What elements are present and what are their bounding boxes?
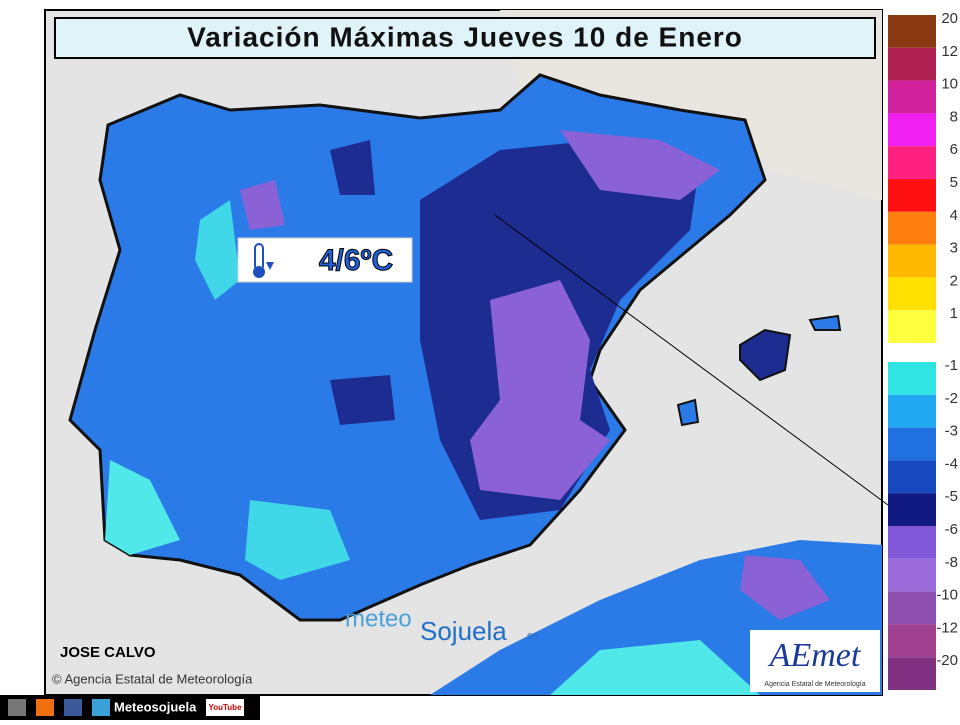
purple-area	[470, 280, 610, 500]
purple-area	[740, 555, 830, 620]
legend-swatch	[888, 244, 936, 278]
island	[739, 328, 792, 382]
legend-swatch	[888, 427, 936, 461]
purple-area	[560, 130, 720, 200]
legend-swatch	[888, 179, 936, 212]
legend-label: 6	[950, 141, 958, 158]
youtube-icon[interactable]	[206, 699, 244, 716]
annotation-box	[237, 237, 413, 283]
legend-swatch	[888, 47, 936, 81]
legend-swatch	[888, 558, 936, 592]
legend-label: 3	[950, 240, 958, 257]
legend-label: -3	[945, 423, 958, 440]
icon[interactable]	[36, 699, 54, 716]
legend-label: -20	[936, 652, 958, 669]
logo-subtitle: Agencia Estatal de Meteorología	[764, 681, 865, 688]
dark-area	[330, 140, 375, 195]
legend-label: 4	[950, 207, 958, 224]
logo-box	[750, 630, 880, 692]
legend-label: -6	[945, 521, 958, 538]
legend-swatch	[888, 624, 936, 658]
legend-swatch	[888, 362, 936, 395]
title-box	[54, 17, 876, 59]
legend-swatch	[888, 80, 936, 114]
purple-area	[240, 180, 285, 230]
pointer-line	[494, 214, 889, 506]
legend-label: 5	[950, 174, 958, 191]
legend-swatch	[888, 146, 936, 179]
island	[676, 398, 700, 427]
legend-swatch	[888, 277, 936, 311]
logo: AEmet	[768, 637, 862, 674]
legend-swatch	[888, 591, 936, 625]
title: Variación Máximas Jueves 10 de Enero	[187, 21, 743, 52]
dark-area	[330, 375, 395, 425]
legend-label: -5	[945, 488, 958, 505]
brand: meteo	[345, 605, 412, 632]
legend-swatch	[888, 394, 936, 428]
legend-label: 8	[950, 108, 958, 125]
footer-label[interactable]: Meteosojuela	[114, 699, 197, 714]
cyan-area	[105, 460, 180, 555]
legend-swatch	[888, 310, 936, 343]
legend-label: 12	[941, 43, 958, 60]
legend-label: -2	[945, 390, 958, 407]
legend-label: 1	[950, 305, 958, 322]
legend-swatch	[888, 460, 936, 494]
thermometer-icon	[253, 266, 265, 278]
island	[808, 314, 842, 331]
legend: 20 12 10 8 6 5 4 3 2 1 -1 -2 -3 -4 -5 -6 -8 -10 -12 -20	[888, 10, 958, 690]
arrow-icon	[266, 262, 274, 270]
legend-swatch	[888, 493, 936, 526]
annotation: 4/6ºC	[319, 244, 393, 277]
legend-label: -8	[945, 554, 958, 571]
legend-swatch	[888, 113, 936, 147]
cyan-area	[550, 640, 760, 695]
legend-label: 2	[950, 272, 958, 289]
legend-label: 10	[941, 76, 958, 93]
legend-label: -4	[945, 455, 958, 472]
legend-label: -12	[936, 619, 958, 636]
legend-swatch	[888, 211, 936, 245]
author: JOSE CALVO	[60, 644, 156, 661]
youtube-label[interactable]: YouTube	[208, 703, 242, 712]
credit: © Agencia Estatal de Meteorología	[52, 671, 253, 686]
brand: .es	[524, 630, 539, 642]
icon[interactable]	[8, 699, 26, 716]
icon[interactable]	[64, 699, 82, 716]
brand: Sojuela	[420, 616, 507, 646]
legend-label: 20	[941, 10, 958, 27]
legend-swatch	[888, 15, 936, 48]
cyan-area	[195, 200, 240, 300]
legend-label: -1	[945, 357, 958, 374]
legend-label: -10	[936, 587, 958, 604]
legend-swatch	[888, 657, 936, 690]
cyan-area	[245, 500, 350, 580]
icon[interactable]	[92, 699, 110, 716]
legend-swatch	[888, 526, 936, 559]
